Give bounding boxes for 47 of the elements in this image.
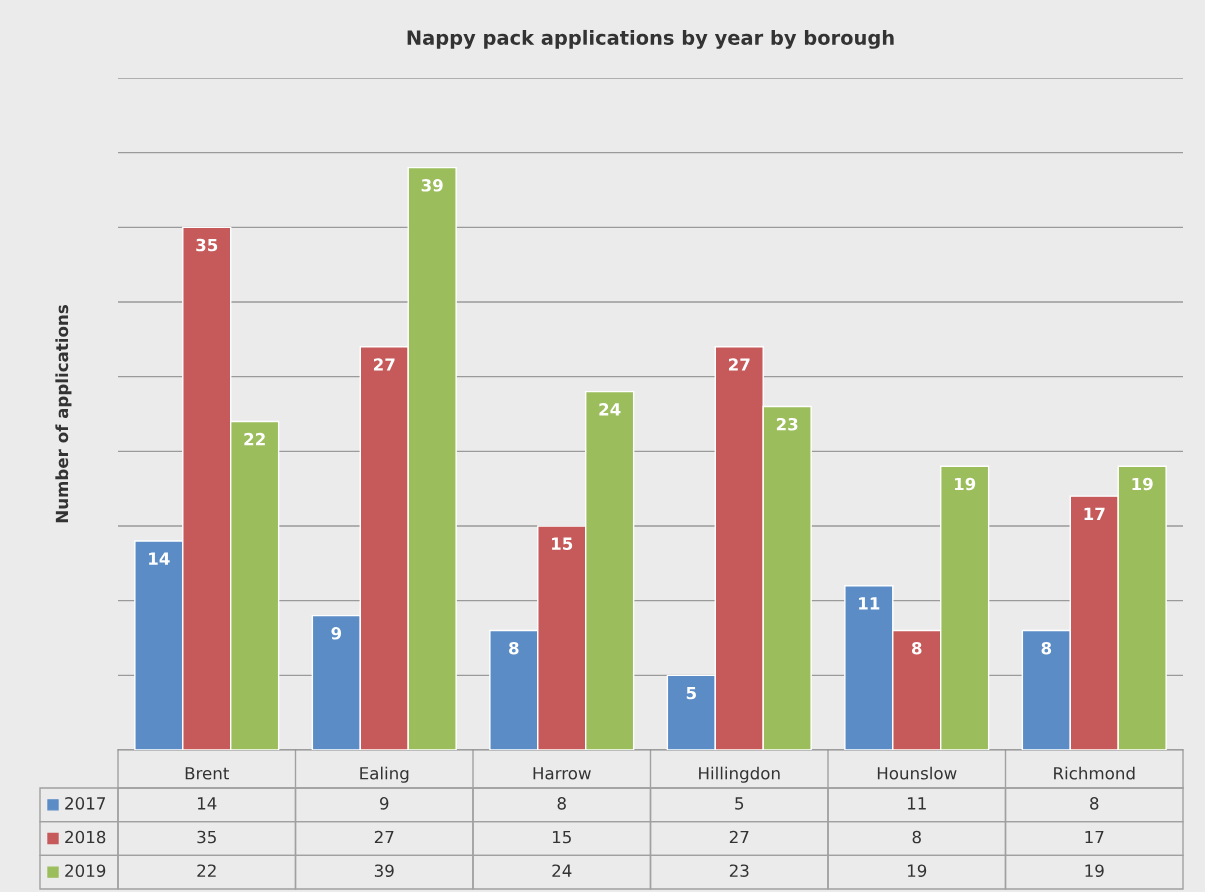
data-label: 35 bbox=[196, 238, 218, 252]
text: 19 bbox=[1085, 864, 1104, 877]
x-tick-label: Ealing bbox=[360, 766, 409, 783]
text: 27 bbox=[729, 830, 749, 844]
x-tick-label: Harrow bbox=[533, 767, 591, 780]
x-tick-label: Richmond bbox=[1054, 766, 1135, 780]
text: 17 bbox=[1085, 830, 1104, 844]
text: 39 bbox=[374, 864, 394, 877]
text: 8 bbox=[912, 830, 921, 844]
data-label: 19 bbox=[1132, 477, 1153, 491]
data-label: 5 bbox=[686, 686, 696, 700]
text: 24 bbox=[552, 864, 572, 877]
text: 14 bbox=[197, 797, 217, 810]
legend-label: 2018 bbox=[65, 830, 106, 844]
text: 15 bbox=[552, 830, 571, 844]
legend-label: 2017 bbox=[65, 797, 105, 810]
data-label: 27 bbox=[373, 358, 395, 371]
data-label: 23 bbox=[776, 417, 798, 431]
y-axis-title: Number of applications bbox=[55, 305, 72, 523]
chart-title: Nappy pack applications by year by borough bbox=[407, 29, 894, 49]
x-tick-label: Hounslow bbox=[877, 766, 957, 780]
data-label: 19 bbox=[954, 477, 976, 491]
data-label: 17 bbox=[1084, 507, 1105, 520]
text: 9 bbox=[380, 797, 389, 810]
data-label: 39 bbox=[421, 179, 443, 192]
text: 11 bbox=[907, 797, 926, 810]
data-label: 27 bbox=[728, 358, 750, 371]
text: 27 bbox=[374, 830, 394, 844]
legend-label: 2019 bbox=[65, 864, 106, 877]
data-label: 22 bbox=[244, 432, 265, 446]
text: 23 bbox=[729, 864, 749, 877]
text: 19 bbox=[907, 864, 927, 877]
data-label: 8 bbox=[1041, 641, 1052, 655]
data-label: 9 bbox=[331, 627, 342, 640]
x-tick-label: Brent bbox=[185, 767, 229, 780]
text: 35 bbox=[197, 830, 216, 844]
data-label: 11 bbox=[859, 597, 880, 610]
data-label: 8 bbox=[911, 641, 922, 655]
data-label: 15 bbox=[552, 537, 573, 551]
data-label: 8 bbox=[509, 641, 519, 655]
x-tick-label: Hillingdon bbox=[699, 766, 780, 783]
text: 5 bbox=[735, 797, 744, 810]
text: 8 bbox=[1090, 797, 1099, 810]
data-label: 24 bbox=[599, 403, 621, 416]
text: 8 bbox=[557, 797, 566, 810]
data-label: 14 bbox=[149, 552, 170, 565]
text: 22 bbox=[197, 864, 216, 877]
